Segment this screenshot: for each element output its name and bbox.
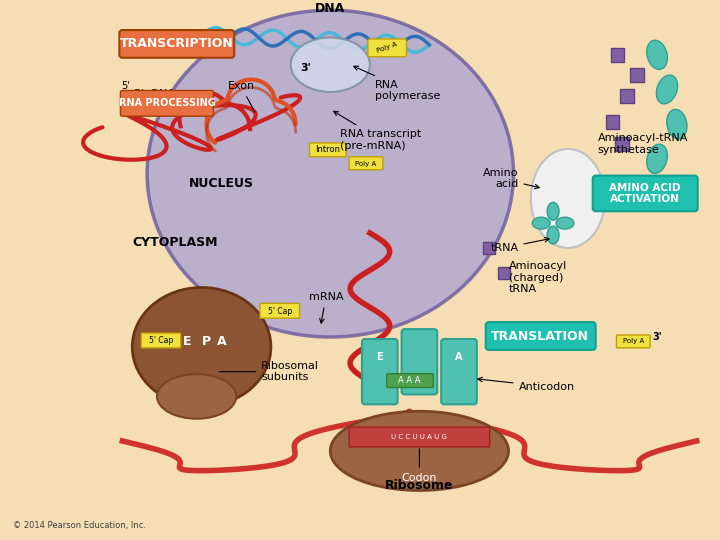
FancyBboxPatch shape xyxy=(486,322,595,350)
FancyBboxPatch shape xyxy=(310,143,346,157)
FancyBboxPatch shape xyxy=(349,427,490,447)
FancyBboxPatch shape xyxy=(260,303,300,318)
Text: A: A xyxy=(217,335,226,348)
Text: Poly A: Poly A xyxy=(623,338,644,344)
Text: CYTOPLASM: CYTOPLASM xyxy=(132,237,217,249)
Ellipse shape xyxy=(132,287,271,406)
Ellipse shape xyxy=(532,217,550,229)
Text: NUCLEUS: NUCLEUS xyxy=(189,177,254,190)
FancyBboxPatch shape xyxy=(616,335,650,348)
Text: U C C U U A U G: U C C U U A U G xyxy=(392,434,447,440)
FancyBboxPatch shape xyxy=(593,176,698,211)
Ellipse shape xyxy=(531,149,605,248)
Text: 5'  RNA
transcript: 5' RNA transcript xyxy=(134,90,188,111)
Text: E: E xyxy=(377,352,383,362)
Text: Ribosome: Ribosome xyxy=(385,479,454,492)
Text: E: E xyxy=(182,335,191,348)
Text: DNA: DNA xyxy=(315,2,346,15)
Ellipse shape xyxy=(667,110,687,139)
FancyBboxPatch shape xyxy=(120,30,234,58)
Ellipse shape xyxy=(657,75,678,104)
FancyBboxPatch shape xyxy=(141,333,181,348)
Text: Aminoacyl
(charged)
tRNA: Aminoacyl (charged) tRNA xyxy=(508,261,567,294)
FancyBboxPatch shape xyxy=(441,339,477,404)
Text: Codon: Codon xyxy=(402,449,437,483)
Text: RNA
polymerase: RNA polymerase xyxy=(354,66,440,101)
Ellipse shape xyxy=(147,10,513,337)
Text: 3': 3' xyxy=(652,332,662,342)
Ellipse shape xyxy=(647,144,667,173)
Text: 5' Cap: 5' Cap xyxy=(149,336,173,346)
Bar xyxy=(621,90,634,103)
Ellipse shape xyxy=(330,411,508,490)
Text: Amino
acid: Amino acid xyxy=(483,168,539,190)
Text: AMINO ACID
ACTIVATION: AMINO ACID ACTIVATION xyxy=(609,183,681,204)
Text: mRNA: mRNA xyxy=(308,292,343,323)
Ellipse shape xyxy=(647,40,667,69)
Text: © 2014 Pearson Education, Inc.: © 2014 Pearson Education, Inc. xyxy=(14,521,146,530)
Text: P: P xyxy=(202,335,211,348)
Ellipse shape xyxy=(157,374,236,418)
Bar xyxy=(611,48,624,62)
Text: Ribosomal
subunits: Ribosomal subunits xyxy=(219,361,319,382)
FancyBboxPatch shape xyxy=(402,329,437,394)
Ellipse shape xyxy=(547,226,559,244)
Ellipse shape xyxy=(291,37,370,92)
Text: 5': 5' xyxy=(122,80,130,91)
Text: 3': 3' xyxy=(300,63,311,73)
Bar xyxy=(483,242,495,254)
Text: Aminoacyl-tRNA
synthetase: Aminoacyl-tRNA synthetase xyxy=(598,133,688,155)
Text: Intron: Intron xyxy=(315,145,340,154)
Ellipse shape xyxy=(556,217,574,229)
FancyBboxPatch shape xyxy=(387,374,433,388)
Text: Poly A: Poly A xyxy=(355,161,377,167)
Text: Anticodon: Anticodon xyxy=(478,377,575,392)
Bar xyxy=(498,267,510,279)
FancyBboxPatch shape xyxy=(120,91,213,116)
Text: RNA transcript
(pre-mRNA): RNA transcript (pre-mRNA) xyxy=(334,111,421,151)
Text: Exon: Exon xyxy=(228,82,255,112)
Bar xyxy=(616,137,629,151)
Text: 5' Cap: 5' Cap xyxy=(268,307,292,316)
FancyBboxPatch shape xyxy=(368,39,407,57)
Bar xyxy=(606,115,619,129)
Text: TRANSCRIPTION: TRANSCRIPTION xyxy=(120,37,234,50)
FancyBboxPatch shape xyxy=(362,339,397,404)
Text: Poly A: Poly A xyxy=(376,42,397,55)
Text: A: A xyxy=(455,352,463,362)
FancyBboxPatch shape xyxy=(349,157,383,170)
Ellipse shape xyxy=(547,202,559,220)
Bar xyxy=(630,68,644,82)
Text: RNA PROCESSING: RNA PROCESSING xyxy=(119,98,215,109)
Text: tRNA: tRNA xyxy=(490,238,549,253)
Text: TRANSLATION: TRANSLATION xyxy=(491,329,589,342)
Text: A A A: A A A xyxy=(398,376,420,385)
